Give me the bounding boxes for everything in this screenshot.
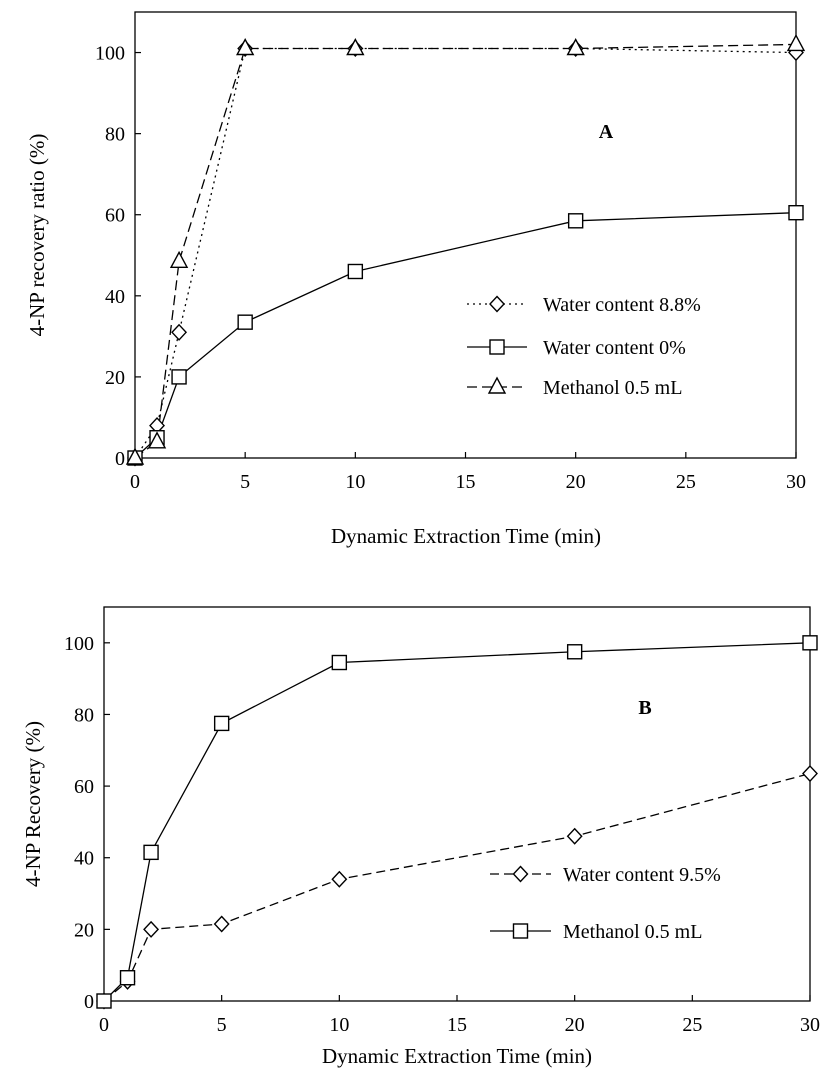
x-axis-label: Dynamic Extraction Time (min)	[322, 1044, 592, 1068]
x-tick-label: 5	[217, 1014, 227, 1036]
legend: Water content 9.5% Methanol 0.5 mL	[490, 864, 721, 943]
data-point-series-2	[237, 314, 253, 330]
y-tick-label: 40	[74, 848, 94, 870]
legend-label: Water content 9.5%	[563, 864, 721, 886]
legend-marker	[512, 865, 529, 883]
y-tick-label: 0	[115, 448, 125, 470]
x-tick-label: 5	[240, 471, 250, 493]
data-point-series-3	[786, 33, 806, 52]
data-point-series-1	[213, 915, 230, 933]
data-point-series-1	[331, 870, 348, 888]
x-tick-label: 30	[800, 1014, 820, 1036]
chart-panel-B: 0 20 40 60 80 100 0 5 10 15 20 25 30 Dynamic Extracti…	[21, 606, 820, 1068]
x-tick-label: 30	[786, 471, 806, 493]
series-line-1	[134, 47, 797, 459]
data-point-series-3	[236, 38, 255, 56]
data-point-series-1	[566, 827, 583, 845]
y-tick-label: 80	[105, 124, 125, 146]
y-tick-label: 100	[64, 633, 94, 655]
panel-label: B	[638, 697, 651, 719]
y-tick-label: 0	[84, 991, 94, 1013]
series-line-2	[103, 642, 811, 1002]
y-tick-label: 80	[74, 704, 94, 726]
data-point-series-1	[171, 323, 188, 341]
legend: Water content 8.8% Water content 0% Methan…	[467, 294, 701, 399]
plot-frame	[134, 11, 797, 459]
plot-frame	[103, 606, 811, 1002]
data-point-series-2	[119, 970, 136, 986]
legend-marker	[489, 295, 505, 313]
data-point-series-3	[346, 38, 365, 56]
y-axis-label: 4-NP recovery ratio (%)	[25, 134, 49, 337]
series-line-2	[134, 212, 797, 459]
data-point-series-2	[143, 844, 159, 861]
y-tick-label: 100	[95, 43, 125, 65]
x-tick-label: 0	[99, 1014, 109, 1036]
data-point-series-3	[566, 38, 585, 56]
data-point-series-1	[802, 765, 818, 783]
data-point-series-2	[96, 993, 112, 1009]
legend-label: Water content 0%	[543, 337, 686, 359]
data-point-series-2	[566, 644, 583, 660]
data-point-series-3	[169, 250, 189, 269]
data-point-series-3	[147, 431, 167, 449]
x-tick-label: 25	[676, 471, 696, 493]
data-point-series-1	[143, 920, 160, 938]
y-tick-label: 60	[74, 776, 94, 798]
data-point-series-2	[567, 213, 584, 229]
legend-label: Methanol 0.5 mL	[563, 921, 702, 943]
data-point-series-2	[171, 369, 187, 385]
x-axis-label: Dynamic Extraction Time (min)	[331, 524, 601, 548]
y-tick-label: 40	[105, 286, 125, 308]
x-tick-label: 15	[456, 471, 476, 493]
data-point-series-2	[347, 263, 364, 280]
y-axis-label: 4-NP Recovery (%)	[21, 721, 45, 887]
x-tick-label: 0	[130, 471, 140, 493]
x-tick-label: 10	[329, 1014, 349, 1036]
y-tick-label: 20	[105, 367, 125, 389]
x-tick-label: 20	[566, 471, 586, 493]
data-point-series-2	[802, 635, 818, 651]
legend-marker	[487, 376, 507, 394]
y-tick-label: 60	[105, 205, 125, 227]
data-point-series-3	[125, 447, 145, 465]
data-point-series-2	[213, 715, 230, 732]
legend-label: Methanol 0.5 mL	[543, 377, 682, 399]
x-tick-label: 10	[345, 471, 365, 493]
chart-panel-A: 0 20 40 60 80 100 0 5 10 15 20 25 30 Dynamic Extracti…	[25, 11, 806, 548]
series-line-3	[134, 43, 797, 459]
x-tick-label: 15	[447, 1014, 467, 1036]
legend-marker	[512, 923, 529, 939]
x-tick-label: 20	[565, 1014, 585, 1036]
data-point-series-2	[331, 654, 348, 671]
legend-label: Water content 8.8%	[543, 294, 701, 316]
legend-marker	[489, 339, 505, 355]
panel-label: A	[599, 121, 614, 143]
series-line-1	[103, 772, 811, 1002]
x-tick-label: 25	[682, 1014, 702, 1036]
y-tick-label: 20	[74, 919, 94, 941]
data-point-series-2	[788, 204, 804, 221]
